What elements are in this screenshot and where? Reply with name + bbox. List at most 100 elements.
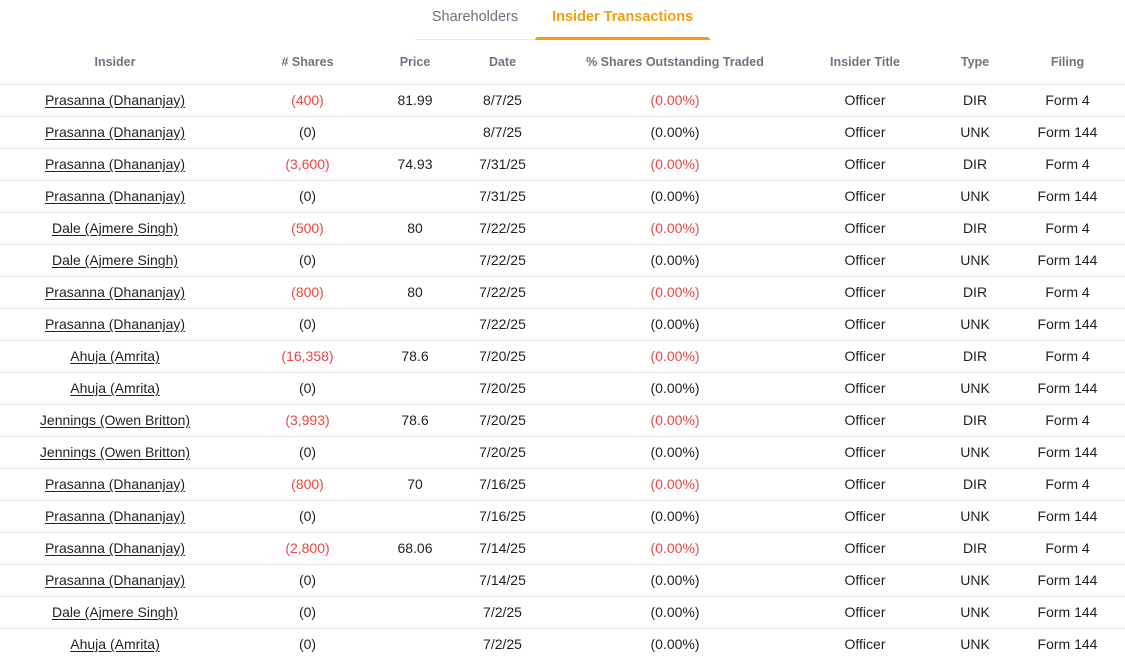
filing-cell: Form 144 — [1010, 596, 1125, 629]
insider-link[interactable]: Prasanna (Dhananjay) — [44, 188, 186, 204]
insider-link[interactable]: Dale (Ajmere Singh) — [51, 604, 179, 620]
insider-link[interactable]: Prasanna (Dhananjay) — [44, 572, 186, 588]
insider-link[interactable]: Prasanna (Dhananjay) — [44, 540, 186, 556]
table-row: Prasanna (Dhananjay) (0) 7/16/25 (0.00%)… — [0, 500, 1125, 533]
insider-link[interactable]: Prasanna (Dhananjay) — [44, 316, 186, 332]
shares-cell: (0) — [230, 628, 385, 660]
type-cell: UNK — [940, 308, 1010, 341]
filing-cell: Form 144 — [1010, 372, 1125, 405]
insider-cell: Prasanna (Dhananjay) — [0, 116, 230, 149]
insider-link[interactable]: Ahuja (Amrita) — [70, 380, 160, 396]
insider-title-cell: Officer — [790, 500, 940, 533]
insider-cell: Prasanna (Dhananjay) — [0, 84, 230, 117]
price-cell — [385, 116, 445, 149]
insider-link[interactable]: Prasanna (Dhananjay) — [44, 508, 186, 524]
price-cell: 70 — [385, 468, 445, 501]
col-header-type: Type — [940, 40, 1010, 85]
insider-link[interactable]: Prasanna (Dhananjay) — [44, 124, 186, 140]
filing-cell: Form 4 — [1010, 468, 1125, 501]
filing-cell: Form 4 — [1010, 148, 1125, 181]
type-cell: UNK — [940, 596, 1010, 629]
type-cell: UNK — [940, 436, 1010, 469]
table-row: Ahuja (Amrita) (0) 7/2/25 (0.00%) Office… — [0, 628, 1125, 660]
pct-outstanding-cell: (0.00%) — [560, 372, 790, 405]
insider-link[interactable]: Jennings (Owen Britton) — [39, 444, 191, 460]
insider-cell: Prasanna (Dhananjay) — [0, 468, 230, 501]
filing-cell: Form 4 — [1010, 212, 1125, 245]
price-cell: 80 — [385, 212, 445, 245]
insider-link[interactable]: Ahuja (Amrita) — [70, 636, 160, 652]
filing-cell: Form 144 — [1010, 180, 1125, 213]
tab-insider-transactions[interactable]: Insider Transactions — [535, 0, 711, 40]
type-cell: UNK — [940, 500, 1010, 533]
col-header-date: Date — [445, 40, 560, 85]
insider-title-cell: Officer — [790, 596, 940, 629]
insider-cell: Dale (Ajmere Singh) — [0, 212, 230, 245]
price-cell: 78.6 — [385, 404, 445, 437]
price-cell — [385, 372, 445, 405]
shares-cell: (2,800) — [230, 532, 385, 565]
pct-outstanding-cell: (0.00%) — [560, 500, 790, 533]
col-header-pct-outstanding: % Shares Outstanding Traded — [560, 40, 790, 85]
type-cell: DIR — [940, 468, 1010, 501]
insider-cell: Jennings (Owen Britton) — [0, 404, 230, 437]
filing-cell: Form 144 — [1010, 564, 1125, 597]
date-cell: 7/22/25 — [445, 308, 560, 341]
filing-cell: Form 4 — [1010, 404, 1125, 437]
col-header-price: Price — [385, 40, 445, 85]
insider-link[interactable]: Ahuja (Amrita) — [70, 348, 160, 364]
insider-link[interactable]: Dale (Ajmere Singh) — [51, 220, 179, 236]
insider-cell: Jennings (Owen Britton) — [0, 436, 230, 469]
insider-link[interactable]: Prasanna (Dhananjay) — [44, 476, 186, 492]
insider-link[interactable]: Prasanna (Dhananjay) — [44, 284, 186, 300]
insider-title-cell: Officer — [790, 308, 940, 341]
insider-cell: Prasanna (Dhananjay) — [0, 308, 230, 341]
price-cell — [385, 628, 445, 660]
insider-link[interactable]: Prasanna (Dhananjay) — [44, 156, 186, 172]
shares-cell: (0) — [230, 180, 385, 213]
date-cell: 7/20/25 — [445, 372, 560, 405]
col-header-insider: Insider — [0, 40, 230, 85]
insider-link[interactable]: Prasanna (Dhananjay) — [44, 92, 186, 108]
date-cell: 8/7/25 — [445, 84, 560, 117]
insider-cell: Dale (Ajmere Singh) — [0, 596, 230, 629]
date-cell: 7/16/25 — [445, 468, 560, 501]
pct-outstanding-cell: (0.00%) — [560, 148, 790, 181]
date-cell: 7/31/25 — [445, 148, 560, 181]
date-cell: 7/20/25 — [445, 340, 560, 373]
date-cell: 7/14/25 — [445, 564, 560, 597]
insider-title-cell: Officer — [790, 180, 940, 213]
filing-cell: Form 144 — [1010, 308, 1125, 341]
type-cell: UNK — [940, 372, 1010, 405]
insider-cell: Prasanna (Dhananjay) — [0, 276, 230, 309]
insider-cell: Prasanna (Dhananjay) — [0, 564, 230, 597]
table-body: Prasanna (Dhananjay) (400) 81.99 8/7/25 … — [0, 84, 1125, 660]
insider-title-cell: Officer — [790, 468, 940, 501]
date-cell: 8/7/25 — [445, 116, 560, 149]
insider-title-cell: Officer — [790, 628, 940, 660]
filing-cell: Form 4 — [1010, 340, 1125, 373]
price-cell: 80 — [385, 276, 445, 309]
pct-outstanding-cell: (0.00%) — [560, 468, 790, 501]
type-cell: UNK — [940, 628, 1010, 660]
price-cell — [385, 564, 445, 597]
price-cell: 81.99 — [385, 84, 445, 117]
shares-cell: (800) — [230, 468, 385, 501]
pct-outstanding-cell: (0.00%) — [560, 340, 790, 373]
type-cell: DIR — [940, 212, 1010, 245]
shares-cell: (800) — [230, 276, 385, 309]
date-cell: 7/20/25 — [445, 404, 560, 437]
insider-cell: Prasanna (Dhananjay) — [0, 500, 230, 533]
date-cell: 7/22/25 — [445, 212, 560, 245]
insider-transactions-table: Insider # Shares Price Date % Shares Out… — [0, 40, 1125, 660]
table-row: Prasanna (Dhananjay) (0) 8/7/25 (0.00%) … — [0, 116, 1125, 149]
shares-cell: (500) — [230, 212, 385, 245]
pct-outstanding-cell: (0.00%) — [560, 532, 790, 565]
insider-link[interactable]: Jennings (Owen Britton) — [39, 412, 191, 428]
insider-link[interactable]: Dale (Ajmere Singh) — [51, 252, 179, 268]
shares-cell: (0) — [230, 116, 385, 149]
table-row: Prasanna (Dhananjay) (0) 7/31/25 (0.00%)… — [0, 180, 1125, 213]
type-cell: DIR — [940, 532, 1010, 565]
tab-shareholders[interactable]: Shareholders — [414, 0, 536, 40]
